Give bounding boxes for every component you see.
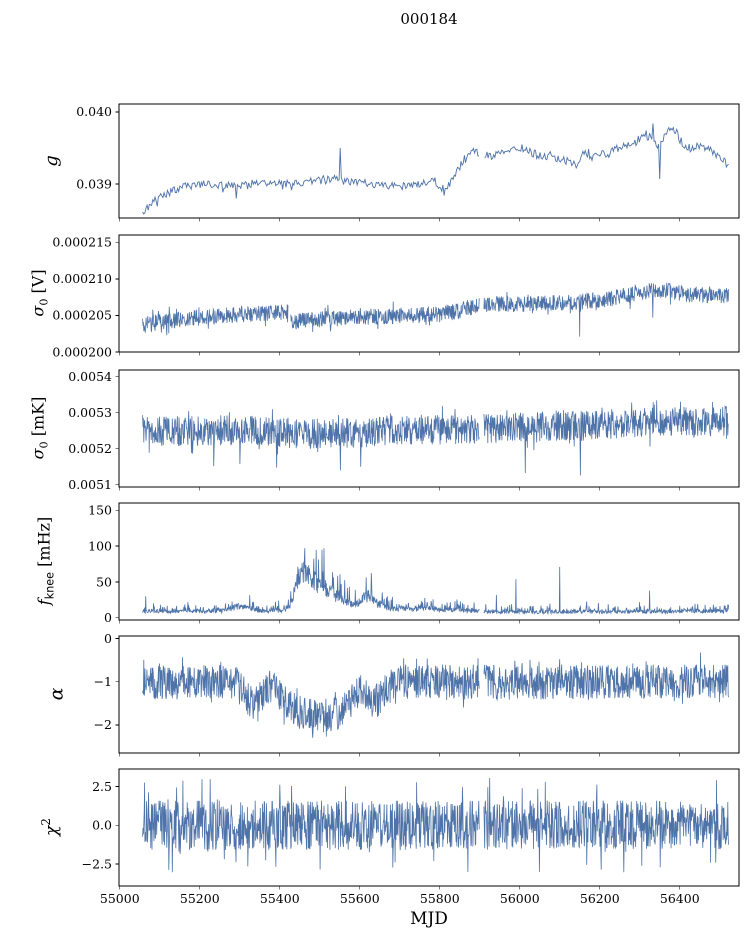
y-tick-label: 50 bbox=[96, 574, 112, 589]
series-chi2 bbox=[483, 777, 729, 873]
y-tick-label: 0.0051 bbox=[68, 477, 112, 492]
figure-title: 000184 bbox=[400, 10, 458, 28]
ylabel-chi2-superscript: 2 bbox=[39, 818, 54, 826]
series-chi2 bbox=[142, 779, 480, 873]
x-tick-label: 56400 bbox=[660, 891, 700, 906]
x-tick-label: 55400 bbox=[260, 891, 300, 906]
ylabel-sigma0-v-subscript: 0 bbox=[37, 298, 51, 306]
ylabel-g-symbol: g bbox=[41, 155, 62, 167]
series-sigma0-v bbox=[290, 298, 480, 333]
series-sigma0-v bbox=[142, 304, 289, 336]
x-tick-label: 55600 bbox=[340, 891, 380, 906]
series-alpha bbox=[142, 657, 480, 738]
series-sigma0-mk bbox=[142, 405, 480, 471]
ylabel-g: g bbox=[41, 155, 62, 167]
y-tick-label: −2 bbox=[94, 717, 112, 732]
y-tick-label: 2.5 bbox=[92, 779, 112, 794]
frame-fknee bbox=[118, 502, 740, 621]
series-alpha bbox=[483, 652, 729, 704]
panel-fknee: 0 50 100 150 bbox=[88, 502, 740, 625]
y-tick-label: 100 bbox=[88, 538, 112, 553]
frame-alpha bbox=[118, 635, 740, 754]
frame-sigma0-v bbox=[118, 234, 740, 353]
panel-sigma0-mk: 0.0051 0.0052 0.0053 0.0054 bbox=[68, 369, 740, 492]
y-tick-label: −2.5 bbox=[82, 856, 112, 871]
ylabel-sigma0-mk: σ0 [mK] bbox=[28, 396, 51, 460]
panel-g: 0.039 0.040 bbox=[76, 103, 740, 222]
y-tick-label: 0.000210 bbox=[52, 271, 112, 286]
xlabel: MJD bbox=[410, 909, 448, 929]
y-tick-label: 0.039 bbox=[76, 176, 112, 191]
y-tick-label: 0.0053 bbox=[68, 405, 112, 420]
ylabel-sigma0-mk-subscript: 0 bbox=[37, 441, 51, 449]
ylabel-chi2: χ2 bbox=[39, 818, 62, 836]
panel-sigma0-v: 0.000200 0.000205 0.000210 0.000215 bbox=[52, 234, 740, 359]
ylabel-fknee: fknee [mHz] bbox=[34, 516, 57, 606]
series-g bbox=[484, 123, 729, 180]
y-tick-label: 0.0052 bbox=[68, 441, 112, 456]
ylabel-sigma0-v-symbol: σ bbox=[28, 305, 48, 317]
panel-chi2: 55000 55200 55400 55600 55800 56000 56200 56400… bbox=[82, 768, 740, 906]
series-g bbox=[142, 147, 480, 215]
ylabel-fknee-symbol: f bbox=[34, 599, 54, 606]
frame-sigma0-mk bbox=[118, 369, 740, 488]
ylabel-alpha-symbol: α bbox=[45, 687, 68, 701]
frame-chi2 bbox=[118, 768, 740, 887]
y-tick-label: 0.0 bbox=[92, 818, 112, 833]
series-fknee bbox=[142, 548, 480, 615]
x-tick-label: 56000 bbox=[500, 891, 540, 906]
y-tick-label: 0.000205 bbox=[52, 308, 112, 323]
x-tick-label: 55000 bbox=[100, 891, 140, 906]
x-tick-label: 55200 bbox=[180, 891, 220, 906]
panel-alpha: 0 −1 −2 bbox=[94, 631, 740, 757]
y-tick-label: 0 bbox=[104, 610, 112, 625]
series-fknee bbox=[483, 566, 729, 616]
ylabel-fknee-unit: [mHz] bbox=[34, 516, 54, 572]
series-sigma0-mk bbox=[483, 400, 729, 476]
y-tick-label: −1 bbox=[94, 674, 112, 689]
y-tick-label: 0.040 bbox=[76, 104, 112, 119]
ylabel-sigma0-mk-symbol: σ bbox=[28, 448, 48, 460]
ylabel-alpha: α bbox=[45, 687, 68, 701]
ylabel-fknee-subscript: knee bbox=[43, 571, 57, 600]
y-tick-label: 0.000200 bbox=[52, 344, 112, 359]
y-tick-label: 0 bbox=[104, 631, 112, 646]
y-tick-label: 150 bbox=[88, 502, 112, 517]
ylabel-chi2-symbol: χ bbox=[41, 825, 62, 836]
ylabel-sigma0-v-unit: [V] bbox=[28, 269, 48, 299]
ylabel-sigma0-mk-unit: [mK] bbox=[28, 396, 48, 442]
x-tick-label: 55800 bbox=[420, 891, 460, 906]
y-tick-label: 0.0054 bbox=[68, 369, 112, 384]
series-sigma0-v bbox=[483, 282, 729, 337]
frame-g bbox=[118, 103, 740, 219]
ylabel-sigma0-v: σ0 [V] bbox=[28, 269, 51, 317]
y-tick-label: 0.000215 bbox=[52, 235, 112, 250]
x-tick-label: 56200 bbox=[580, 891, 620, 906]
